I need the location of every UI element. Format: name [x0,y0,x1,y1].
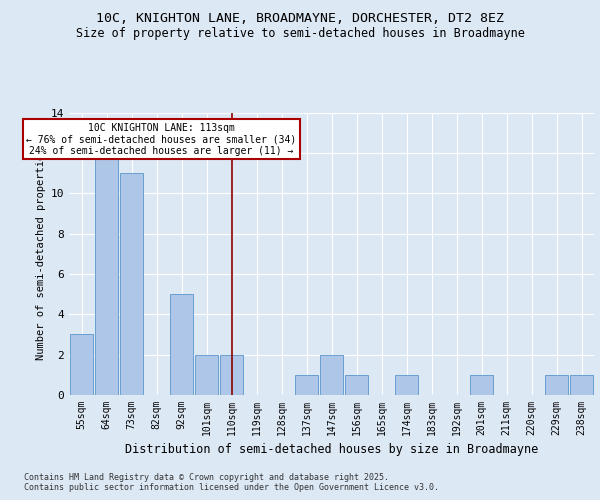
Bar [345,375,368,395]
Bar [70,334,93,395]
Bar [320,354,343,395]
Text: 10C KNIGHTON LANE: 113sqm
← 76% of semi-detached houses are smaller (34)
24% of : 10C KNIGHTON LANE: 113sqm ← 76% of semi-… [26,122,296,156]
Text: Contains public sector information licensed under the Open Government Licence v3: Contains public sector information licen… [24,484,439,492]
Bar [95,132,118,395]
Bar [220,354,243,395]
Bar [195,354,218,395]
Bar [295,375,318,395]
X-axis label: Distribution of semi-detached houses by size in Broadmayne: Distribution of semi-detached houses by … [125,444,538,456]
Bar [570,375,593,395]
Bar [470,375,493,395]
Bar [395,375,418,395]
Bar [120,173,143,395]
Text: Contains HM Land Registry data © Crown copyright and database right 2025.: Contains HM Land Registry data © Crown c… [24,472,389,482]
Bar [170,294,193,395]
Text: Size of property relative to semi-detached houses in Broadmayne: Size of property relative to semi-detach… [76,26,524,40]
Bar [545,375,568,395]
Text: 10C, KNIGHTON LANE, BROADMAYNE, DORCHESTER, DT2 8EZ: 10C, KNIGHTON LANE, BROADMAYNE, DORCHEST… [96,12,504,26]
Y-axis label: Number of semi-detached properties: Number of semi-detached properties [37,148,46,360]
